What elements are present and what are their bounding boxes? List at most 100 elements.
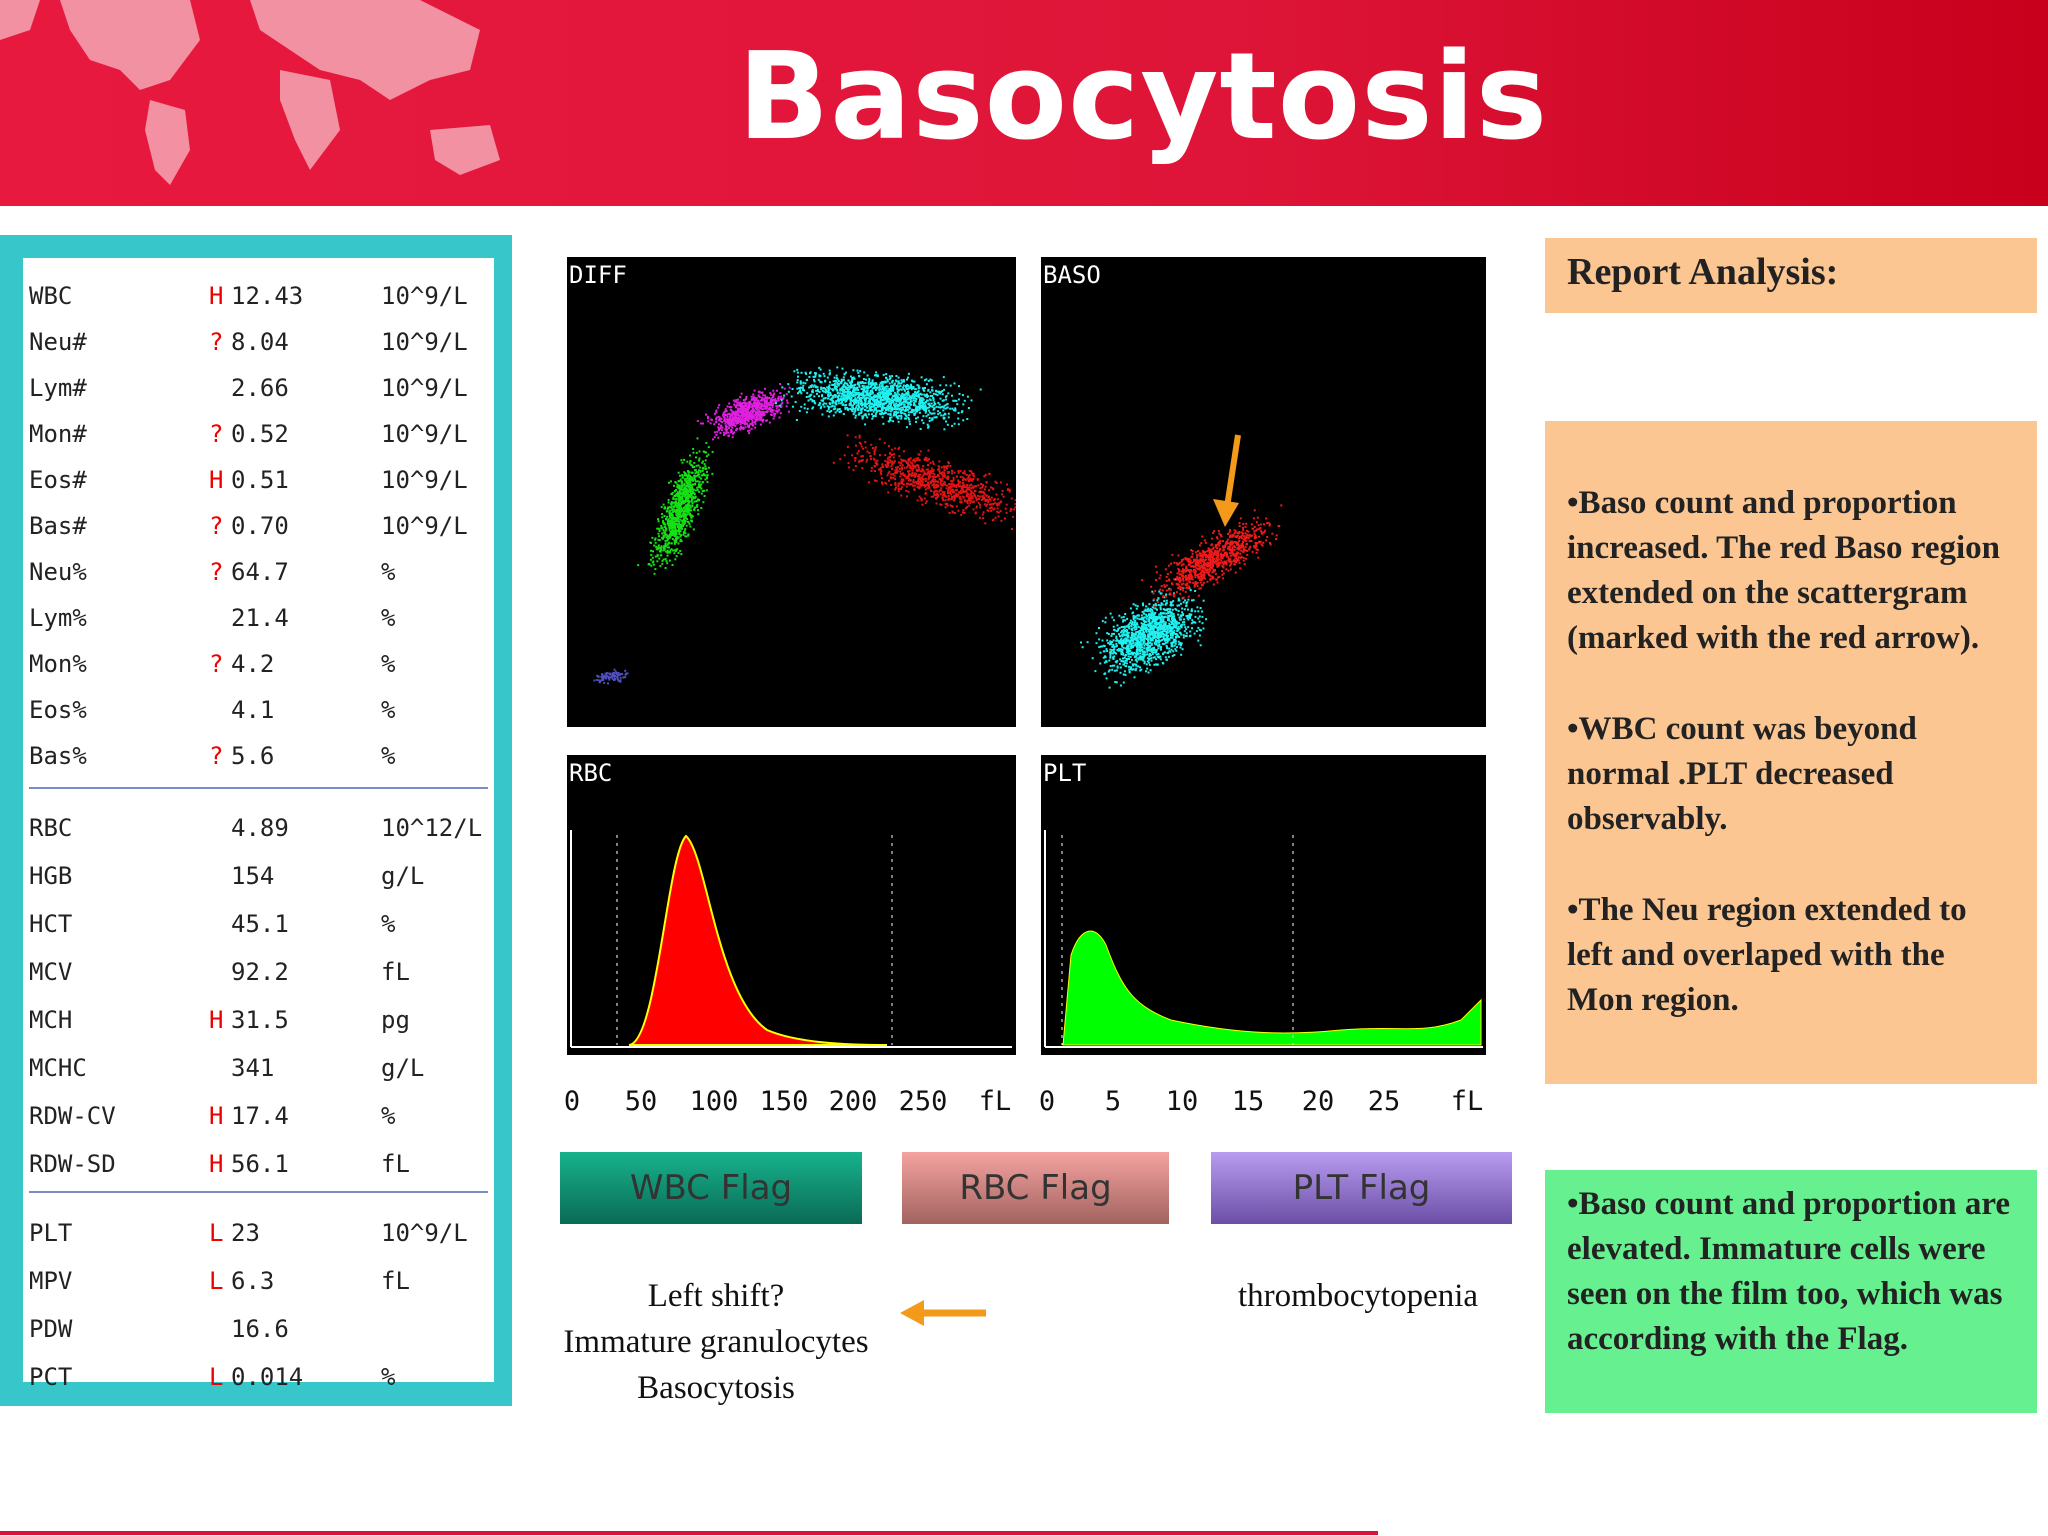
result-flag: ?: [209, 742, 224, 770]
result-unit: %: [381, 910, 396, 938]
title: Basocytosis: [737, 28, 1549, 167]
result-unit: g/L: [381, 1054, 425, 1082]
note: Basocytosis: [637, 1370, 795, 1406]
result-value: 45.1: [231, 910, 289, 938]
result-unit: %: [381, 742, 396, 770]
baso-scattergram: BASO: [1041, 257, 1486, 727]
footer-line: [0, 1531, 1378, 1535]
test-name: MCHC: [29, 1054, 87, 1082]
result-value: 92.2: [231, 958, 289, 986]
cell-cloud: [1080, 578, 1208, 689]
analysis-title: Report Analysis:: [1545, 238, 2037, 313]
result-value: 4.89: [231, 814, 289, 842]
result-value: 0.70: [231, 512, 289, 540]
result-flag: ?: [209, 328, 224, 356]
axis-label: 5: [1104, 1086, 1122, 1117]
result-unit: 10^9/L: [381, 282, 468, 310]
plot-label: RBC: [569, 759, 613, 787]
test-name: MCH: [29, 1006, 73, 1034]
result-flag: H: [209, 1102, 224, 1130]
result-unit: fL: [381, 958, 410, 986]
test-name: Mon%: [29, 650, 87, 678]
result-value: 0.52: [231, 420, 289, 448]
result-value: 0.014: [231, 1363, 304, 1391]
result-unit: 10^9/L: [381, 420, 468, 448]
result-unit: pg: [381, 1006, 410, 1034]
result-unit: fL: [381, 1150, 410, 1178]
test-name: Neu#: [29, 328, 87, 356]
result-value: 8.04: [231, 328, 289, 356]
result-value: 341: [231, 1054, 275, 1082]
axis-label: 100: [689, 1086, 739, 1117]
test-name: RDW-SD: [29, 1150, 116, 1178]
histogram: [1044, 830, 1483, 1048]
wbc-flag-notes: Left shift? Immature granulocytes Basocy…: [516, 1273, 916, 1411]
result-unit: %: [381, 604, 396, 632]
result-flag: H: [209, 466, 224, 494]
note: Immature granulocytes: [563, 1324, 869, 1360]
results-panel: WBC H 12.43 10^9/L Neu#? 8.04 10^9/L Lym# 2.66 10…: [0, 235, 512, 1406]
cell-cloud: [637, 437, 714, 575]
cell-cloud: [696, 383, 791, 441]
plt-flag-note: thrombocytopenia: [1237, 1278, 1479, 1314]
arrow: [900, 1300, 986, 1326]
axis-label: 50: [624, 1086, 658, 1117]
result-unit: 10^9/L: [381, 512, 468, 540]
result-flag: ?: [209, 512, 224, 540]
world-map: [0, 0, 500, 185]
result-unit: %: [381, 1363, 396, 1391]
cell-cloud: [593, 668, 629, 685]
analysis-conclusion: •Baso count and proportion are elevated.…: [1545, 1170, 2037, 1413]
test-name: Bas%: [29, 742, 87, 770]
result-unit: g/L: [381, 862, 425, 890]
result-flag: H: [209, 1006, 224, 1034]
results-table: WBC H 12.43 10^9/L Neu#? 8.04 10^9/L Lym# 2.66 10…: [23, 258, 494, 1391]
result-value: 17.4: [231, 1102, 289, 1130]
result-value: 12.43: [231, 282, 304, 310]
axis-label: 10: [1165, 1086, 1199, 1117]
test-name: HCT: [29, 910, 73, 938]
result-flag: L: [209, 1219, 224, 1247]
cell-cloud: [775, 366, 982, 431]
result-value: 2.66: [231, 374, 289, 402]
separator: [29, 1191, 488, 1193]
test-name: RBC: [29, 814, 73, 842]
axis-label: 200: [828, 1086, 878, 1117]
axis-label: fL: [1450, 1086, 1484, 1117]
axis-label: fL: [978, 1086, 1012, 1117]
flag-button: PLT Flag: [1211, 1152, 1512, 1224]
result-value: 5.6: [231, 742, 275, 770]
analysis-point: •Baso count and proportion increased. Th…: [1567, 485, 2000, 656]
result-value: 154: [231, 862, 275, 890]
test-name: Mon#: [29, 420, 87, 448]
axis-label: 0: [563, 1086, 581, 1117]
test-name: Lym#: [29, 374, 87, 402]
flag-button: RBC Flag: [902, 1152, 1169, 1224]
axis-label: 250: [898, 1086, 948, 1117]
result-value: 16.6: [231, 1315, 289, 1343]
axis-label: 15: [1231, 1086, 1265, 1117]
scatter: [1080, 434, 1283, 689]
note: Left shift?: [647, 1278, 785, 1314]
test-name: RDW-CV: [29, 1102, 116, 1130]
result-value: 6.3: [231, 1267, 275, 1295]
result-unit: fL: [381, 1267, 410, 1295]
test-name: WBC: [29, 282, 73, 310]
result-unit: 10^9/L: [381, 466, 468, 494]
test-name: PDW: [29, 1315, 73, 1343]
result-flag: ?: [209, 558, 224, 586]
rbc-histogram: RBC: [567, 755, 1016, 1055]
test-name: MPV: [29, 1267, 73, 1295]
result-unit: 10^9/L: [381, 1219, 468, 1247]
result-value: 56.1: [231, 1150, 289, 1178]
plt-histogram: PLT: [1041, 755, 1486, 1055]
test-name: Lym%: [29, 604, 87, 632]
result-value: 4.2: [231, 650, 275, 678]
result-flag: H: [209, 1150, 224, 1178]
result-flag: ?: [209, 420, 224, 448]
test-name: Bas#: [29, 512, 87, 540]
result-flag: L: [209, 1267, 224, 1295]
flag-button: WBC Flag: [560, 1152, 862, 1224]
result-unit: %: [381, 696, 396, 724]
result-unit: %: [381, 558, 396, 586]
